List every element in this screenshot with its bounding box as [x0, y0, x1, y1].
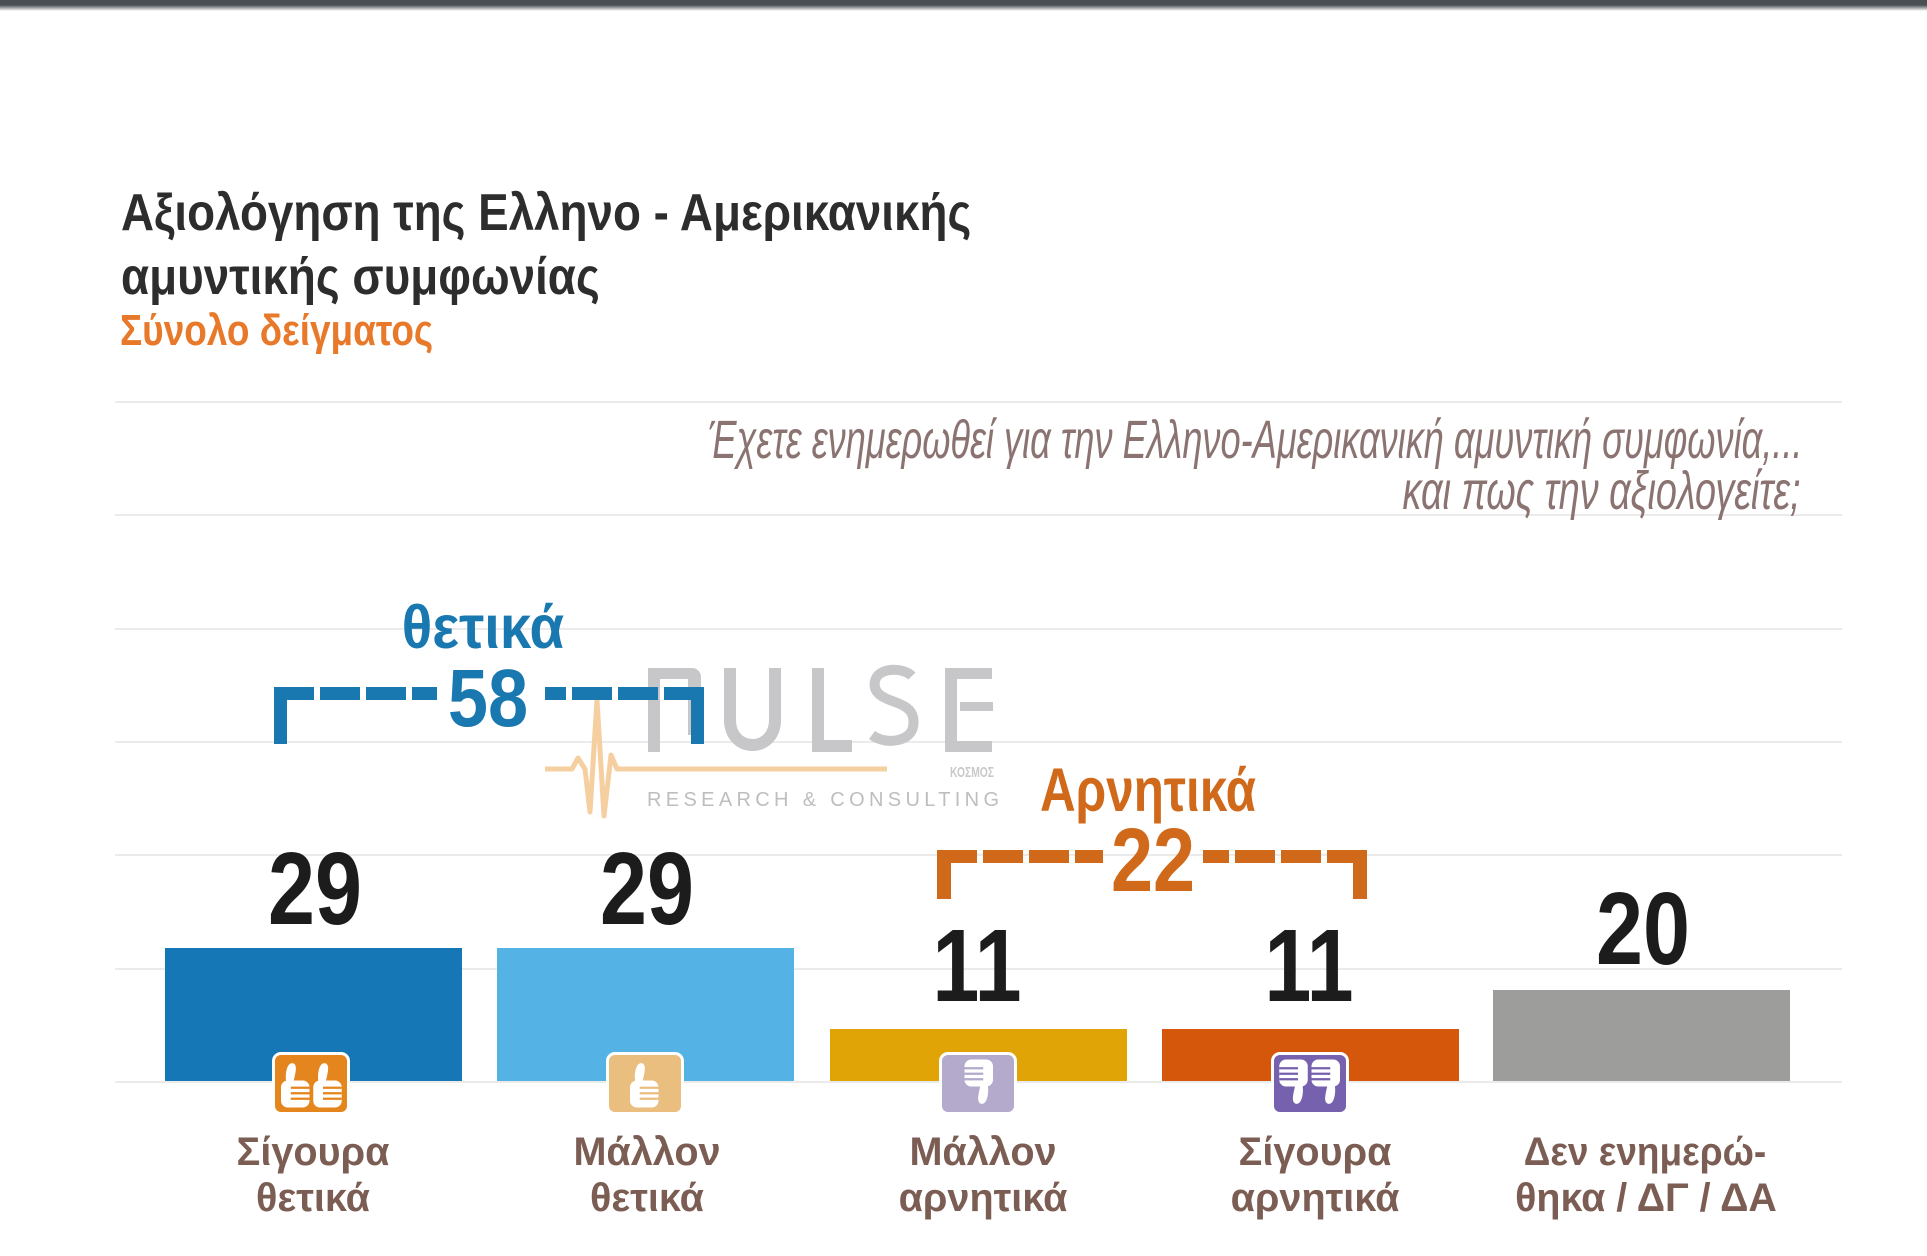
svg-text:ΚΟΣΜΟΣ: ΚΟΣΜΟΣ	[950, 764, 994, 781]
svg-text:RESEARCH & CONSULTING: RESEARCH & CONSULTING	[647, 789, 999, 811]
